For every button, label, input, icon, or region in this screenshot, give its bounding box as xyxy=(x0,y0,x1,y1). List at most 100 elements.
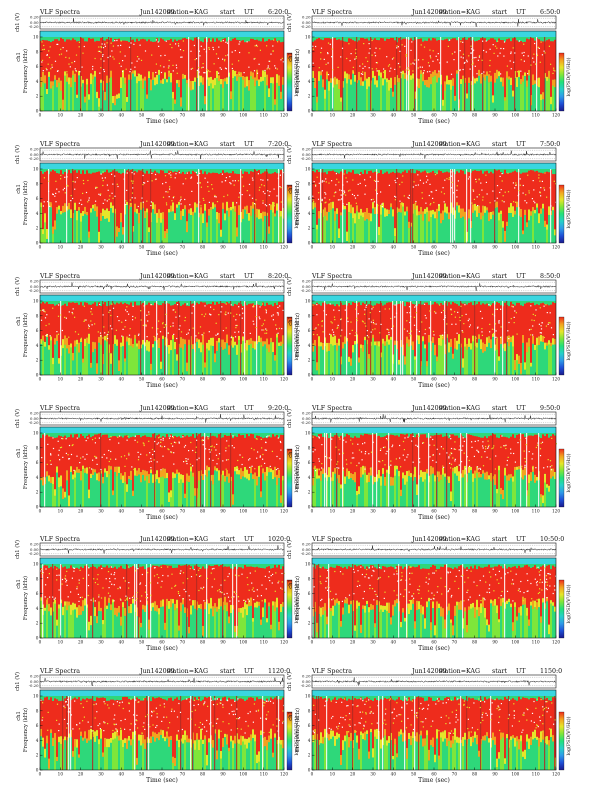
spectrogram-speckle xyxy=(103,453,105,456)
spectrogram-cell xyxy=(274,216,276,243)
spectrogram-cell xyxy=(134,437,136,468)
spectrogram-speckle xyxy=(339,189,341,191)
spectrogram-cell xyxy=(182,474,184,483)
spectrogram-cell xyxy=(182,434,184,475)
spectrogram-speckle xyxy=(238,331,240,333)
spectrogram-cell xyxy=(354,213,356,224)
spectrogram-speckle xyxy=(126,311,128,313)
spectrogram-cell xyxy=(460,83,462,111)
spectrogram-cell xyxy=(124,77,126,84)
spectrogram-cell xyxy=(244,477,246,507)
spectrogram-cell xyxy=(148,483,150,507)
spectrogram-cell xyxy=(60,486,62,507)
spectrogram-cell xyxy=(332,208,334,243)
spectrogram-cell xyxy=(430,217,432,243)
spectrogram-cell xyxy=(74,39,76,74)
spectrogram-cell xyxy=(532,170,534,208)
spectrogram-cell xyxy=(490,473,492,482)
spectrogram-speckle xyxy=(472,62,474,64)
spectrogram-cell xyxy=(434,70,436,76)
spectrogram-speckle xyxy=(172,445,174,447)
spectrogram-speckle xyxy=(179,49,182,51)
spectrogram-cell xyxy=(142,344,144,375)
spectrogram-cell xyxy=(86,41,88,79)
start-label: start xyxy=(220,9,236,16)
spectrogram-cell xyxy=(222,170,224,203)
spectrogram-speckle xyxy=(262,458,264,460)
spectrogram-speckle xyxy=(177,43,180,45)
time-tick-label: 60 xyxy=(159,245,165,250)
spectrogram-cell xyxy=(420,214,422,243)
spectrogram-speckle xyxy=(394,304,396,306)
spectrogram-cell xyxy=(336,342,338,351)
spectrogram-cell xyxy=(546,80,548,111)
spectrogram-speckle xyxy=(475,337,477,339)
spectrogram-cell xyxy=(520,373,522,375)
spectrogram-cell xyxy=(82,305,84,359)
time-tick-label: 100 xyxy=(239,377,247,382)
time-tick-label: 120 xyxy=(552,377,560,382)
spectrogram-cell xyxy=(374,341,376,346)
spectrogram-cell xyxy=(50,436,52,478)
spectrogram-speckle xyxy=(210,306,212,308)
spectrogram-cell xyxy=(498,356,500,361)
spectrogram-cell xyxy=(252,38,254,73)
spectrogram-cell xyxy=(132,305,134,344)
spectrogram-speckle xyxy=(259,318,261,320)
spectrogram-speckle xyxy=(50,202,52,204)
spectrogram-cell xyxy=(546,229,548,243)
frequency-tick-label: 0 xyxy=(308,109,311,114)
spectrogram-cell xyxy=(422,41,424,74)
spectrogram-speckle xyxy=(312,62,314,64)
spectrogram-cell xyxy=(222,87,224,111)
spectrogram-cell xyxy=(550,346,552,375)
spectrogram-cell xyxy=(376,341,378,346)
spectrogram-cell xyxy=(428,342,430,375)
spectrogram-streak xyxy=(196,37,198,111)
spectrogram-speckle xyxy=(171,451,173,454)
spectrogram-cell xyxy=(40,477,42,481)
spectrogram-cell xyxy=(166,228,168,234)
spectrogram-speckle xyxy=(400,203,403,205)
spectrogram-cell xyxy=(516,354,518,361)
spectrogram-cell xyxy=(408,221,410,229)
spectrogram-cell xyxy=(118,472,120,507)
spectrogram-cell xyxy=(476,40,478,78)
spectrogram-cell xyxy=(262,80,264,111)
spectrogram-speckle xyxy=(243,332,245,334)
frequency-tick-label: 0 xyxy=(36,373,39,378)
spectrogram-cell xyxy=(412,78,414,111)
spectrogram-cell xyxy=(214,466,216,471)
spectrogram-cell xyxy=(120,436,122,474)
spectrogram-heatmap xyxy=(312,295,556,375)
spectrogram-cell xyxy=(154,213,156,243)
spectrogram-cell xyxy=(174,435,176,474)
time-tick-label: 0 xyxy=(39,377,42,382)
spectrogram-cell xyxy=(312,171,314,203)
spectrogram-speckle xyxy=(73,469,75,471)
spectrogram-speckle xyxy=(249,458,251,460)
spectrogram-cell xyxy=(406,433,408,472)
spectrogram-speckle xyxy=(172,64,174,66)
spectrogram-cell xyxy=(348,478,350,507)
spectrogram-cell xyxy=(344,209,346,243)
spectrogram-cell xyxy=(432,77,434,111)
time-xlabel: Time (sec) xyxy=(146,250,178,257)
spectrogram-speckle xyxy=(281,328,283,330)
spectrogram-cell xyxy=(86,337,88,343)
spectrogram-speckle xyxy=(538,323,540,325)
spectrogram-cell xyxy=(168,76,170,111)
spectrogram-speckle xyxy=(165,181,167,184)
spectrogram-cell xyxy=(112,490,114,496)
spectrogram-cell xyxy=(160,477,162,507)
spectrogram-cell xyxy=(116,39,118,95)
spectrogram-speckle xyxy=(100,67,102,69)
spectrogram-speckle xyxy=(209,451,211,453)
spectrogram-cell xyxy=(214,436,216,467)
frequency-tick-label: 6 xyxy=(36,328,39,333)
spectrogram-cell xyxy=(178,87,180,111)
spectrogram-cell xyxy=(216,471,218,507)
spectrogram-cell xyxy=(332,336,334,346)
spectrogram-cell xyxy=(122,437,124,476)
spectrogram-speckle xyxy=(267,179,269,181)
